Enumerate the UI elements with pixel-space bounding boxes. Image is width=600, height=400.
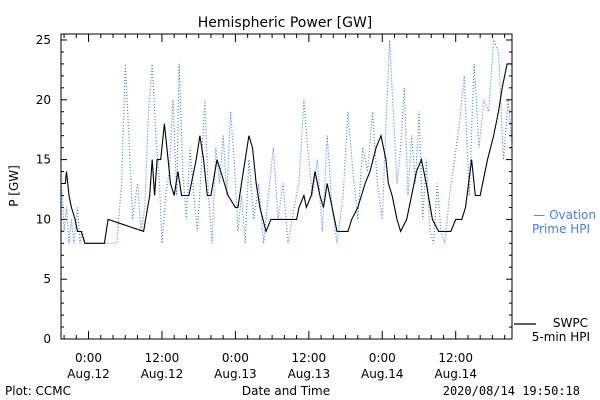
legend-ovation-line2: Prime HPI <box>532 222 590 236</box>
y-axis: 0 5 10 15 20 25 <box>36 33 512 346</box>
x-tick-time: 12:00 <box>145 351 180 365</box>
x-axis-label: Date and Time <box>242 384 330 398</box>
series-line-ovation <box>61 39 513 244</box>
y-tick-label: 25 <box>36 33 51 47</box>
x-tick-time: 0:00 <box>369 351 396 365</box>
y-axis-label: P [GW] <box>7 165 21 207</box>
chart-title: Hemispheric Power [GW] <box>198 15 373 31</box>
series-layer <box>61 39 513 244</box>
x-tick-time: 0:00 <box>75 351 102 365</box>
x-tick-date: Aug.14 <box>434 367 477 381</box>
y-tick-label: 20 <box>36 93 51 107</box>
y-tick-label: 10 <box>36 212 51 226</box>
x-tick-date: Aug.12 <box>67 367 110 381</box>
x-tick-time: 12:00 <box>438 351 473 365</box>
legend-ovation-line1: — Ovation <box>533 208 596 222</box>
x-tick-time: 12:00 <box>292 351 327 365</box>
plot-frame <box>60 33 513 340</box>
y-tick-label: 0 <box>43 332 51 346</box>
footer-timestamp: 2020/08/14 19:50:18 <box>443 384 580 398</box>
series-line-swpc <box>61 63 512 244</box>
legend-swpc-line2: 5-min HPI <box>532 330 590 344</box>
x-tick-date: Aug.13 <box>214 367 257 381</box>
x-tick-time: 0:00 <box>222 351 249 365</box>
y-tick-label: 5 <box>43 272 51 286</box>
x-tick-date: Aug.13 <box>288 367 331 381</box>
x-tick-date: Aug.14 <box>361 367 404 381</box>
x-axis: 0:00 Aug.12 12:00 Aug.12 0:00 Aug.13 12:00 Aug.… <box>63 34 506 381</box>
legend-swpc-line1: SWPC <box>553 316 588 330</box>
x-tick-date: Aug.12 <box>141 367 184 381</box>
footer-plot-credit: Plot: CCMC <box>5 384 71 398</box>
y-tick-label: 15 <box>36 153 51 167</box>
